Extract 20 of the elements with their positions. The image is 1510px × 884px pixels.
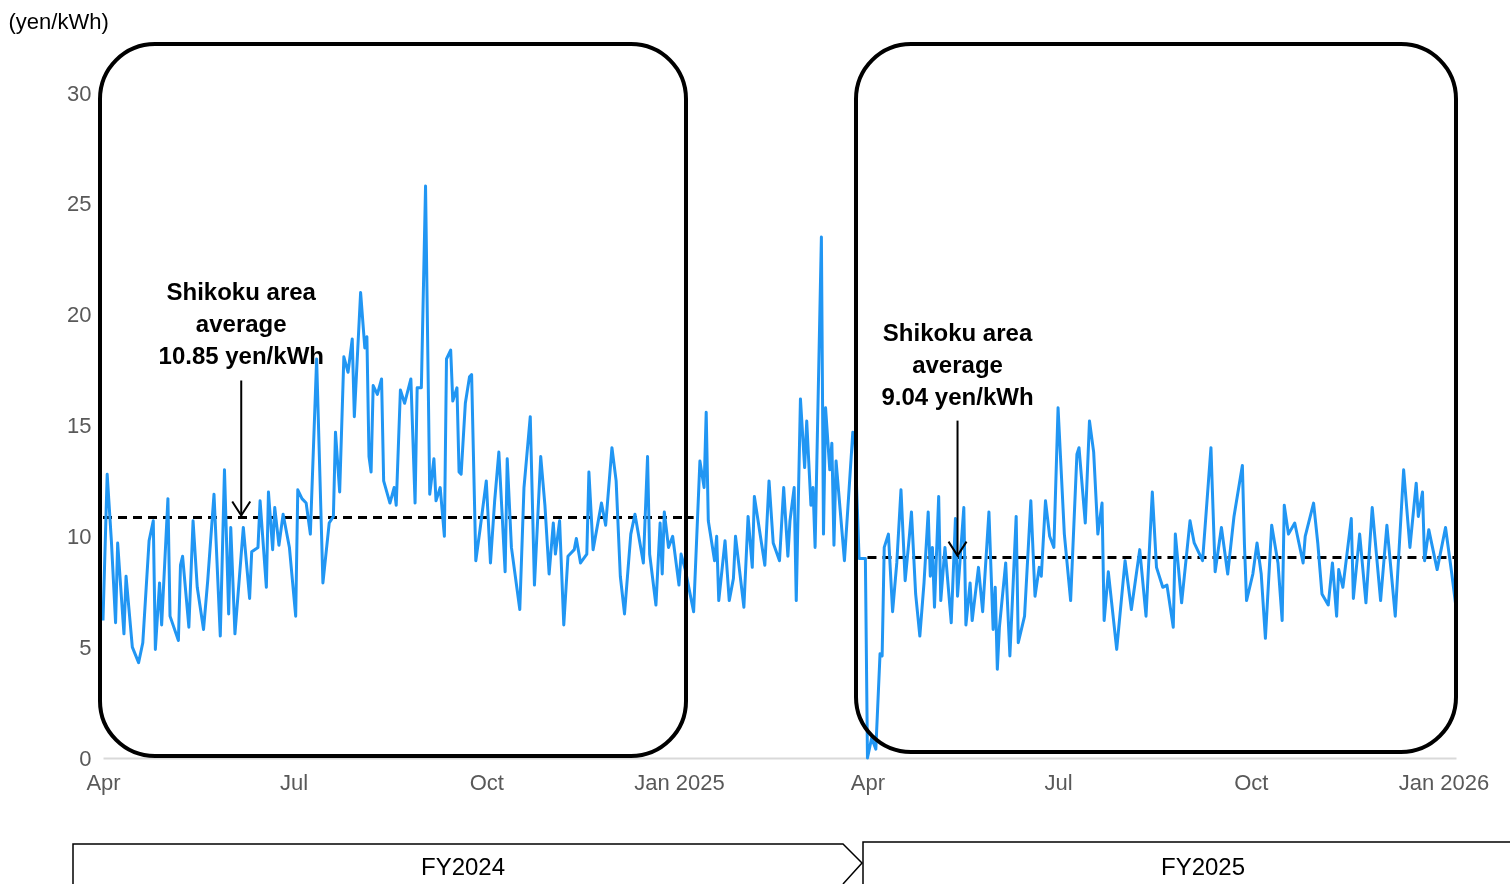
- annotation: Shikoku area average 10.85 yen/kWh: [158, 278, 324, 370]
- x-tick-label: Oct: [1234, 769, 1269, 795]
- x-tick-label: Jul: [1044, 769, 1073, 795]
- y-tick-label: 20: [67, 302, 92, 328]
- y-axis-title: (yen/kWh): [8, 8, 109, 34]
- text: FY2024: [420, 853, 506, 880]
- y-tick-label: 10: [67, 523, 92, 549]
- x-tick-label: Oct: [469, 769, 504, 795]
- y-tick-label: 25: [67, 191, 92, 217]
- y-tick-label: 15: [67, 413, 92, 438]
- x-tick-label: Jan 2025: [634, 769, 725, 795]
- x-tick-label: Apr: [86, 769, 121, 795]
- x-tick-label: Jul: [280, 769, 309, 795]
- y-tick-label: 0: [79, 745, 92, 771]
- text: FY2025: [1160, 853, 1246, 880]
- annotation: Shikoku area average 9.04 yen/kWh: [881, 318, 1034, 410]
- x-tick-label: Apr: [850, 769, 886, 795]
- y-tick-label: 5: [79, 634, 92, 660]
- x-tick-label: Jan 2026: [1398, 769, 1490, 795]
- y-tick-label: 30: [67, 80, 92, 106]
